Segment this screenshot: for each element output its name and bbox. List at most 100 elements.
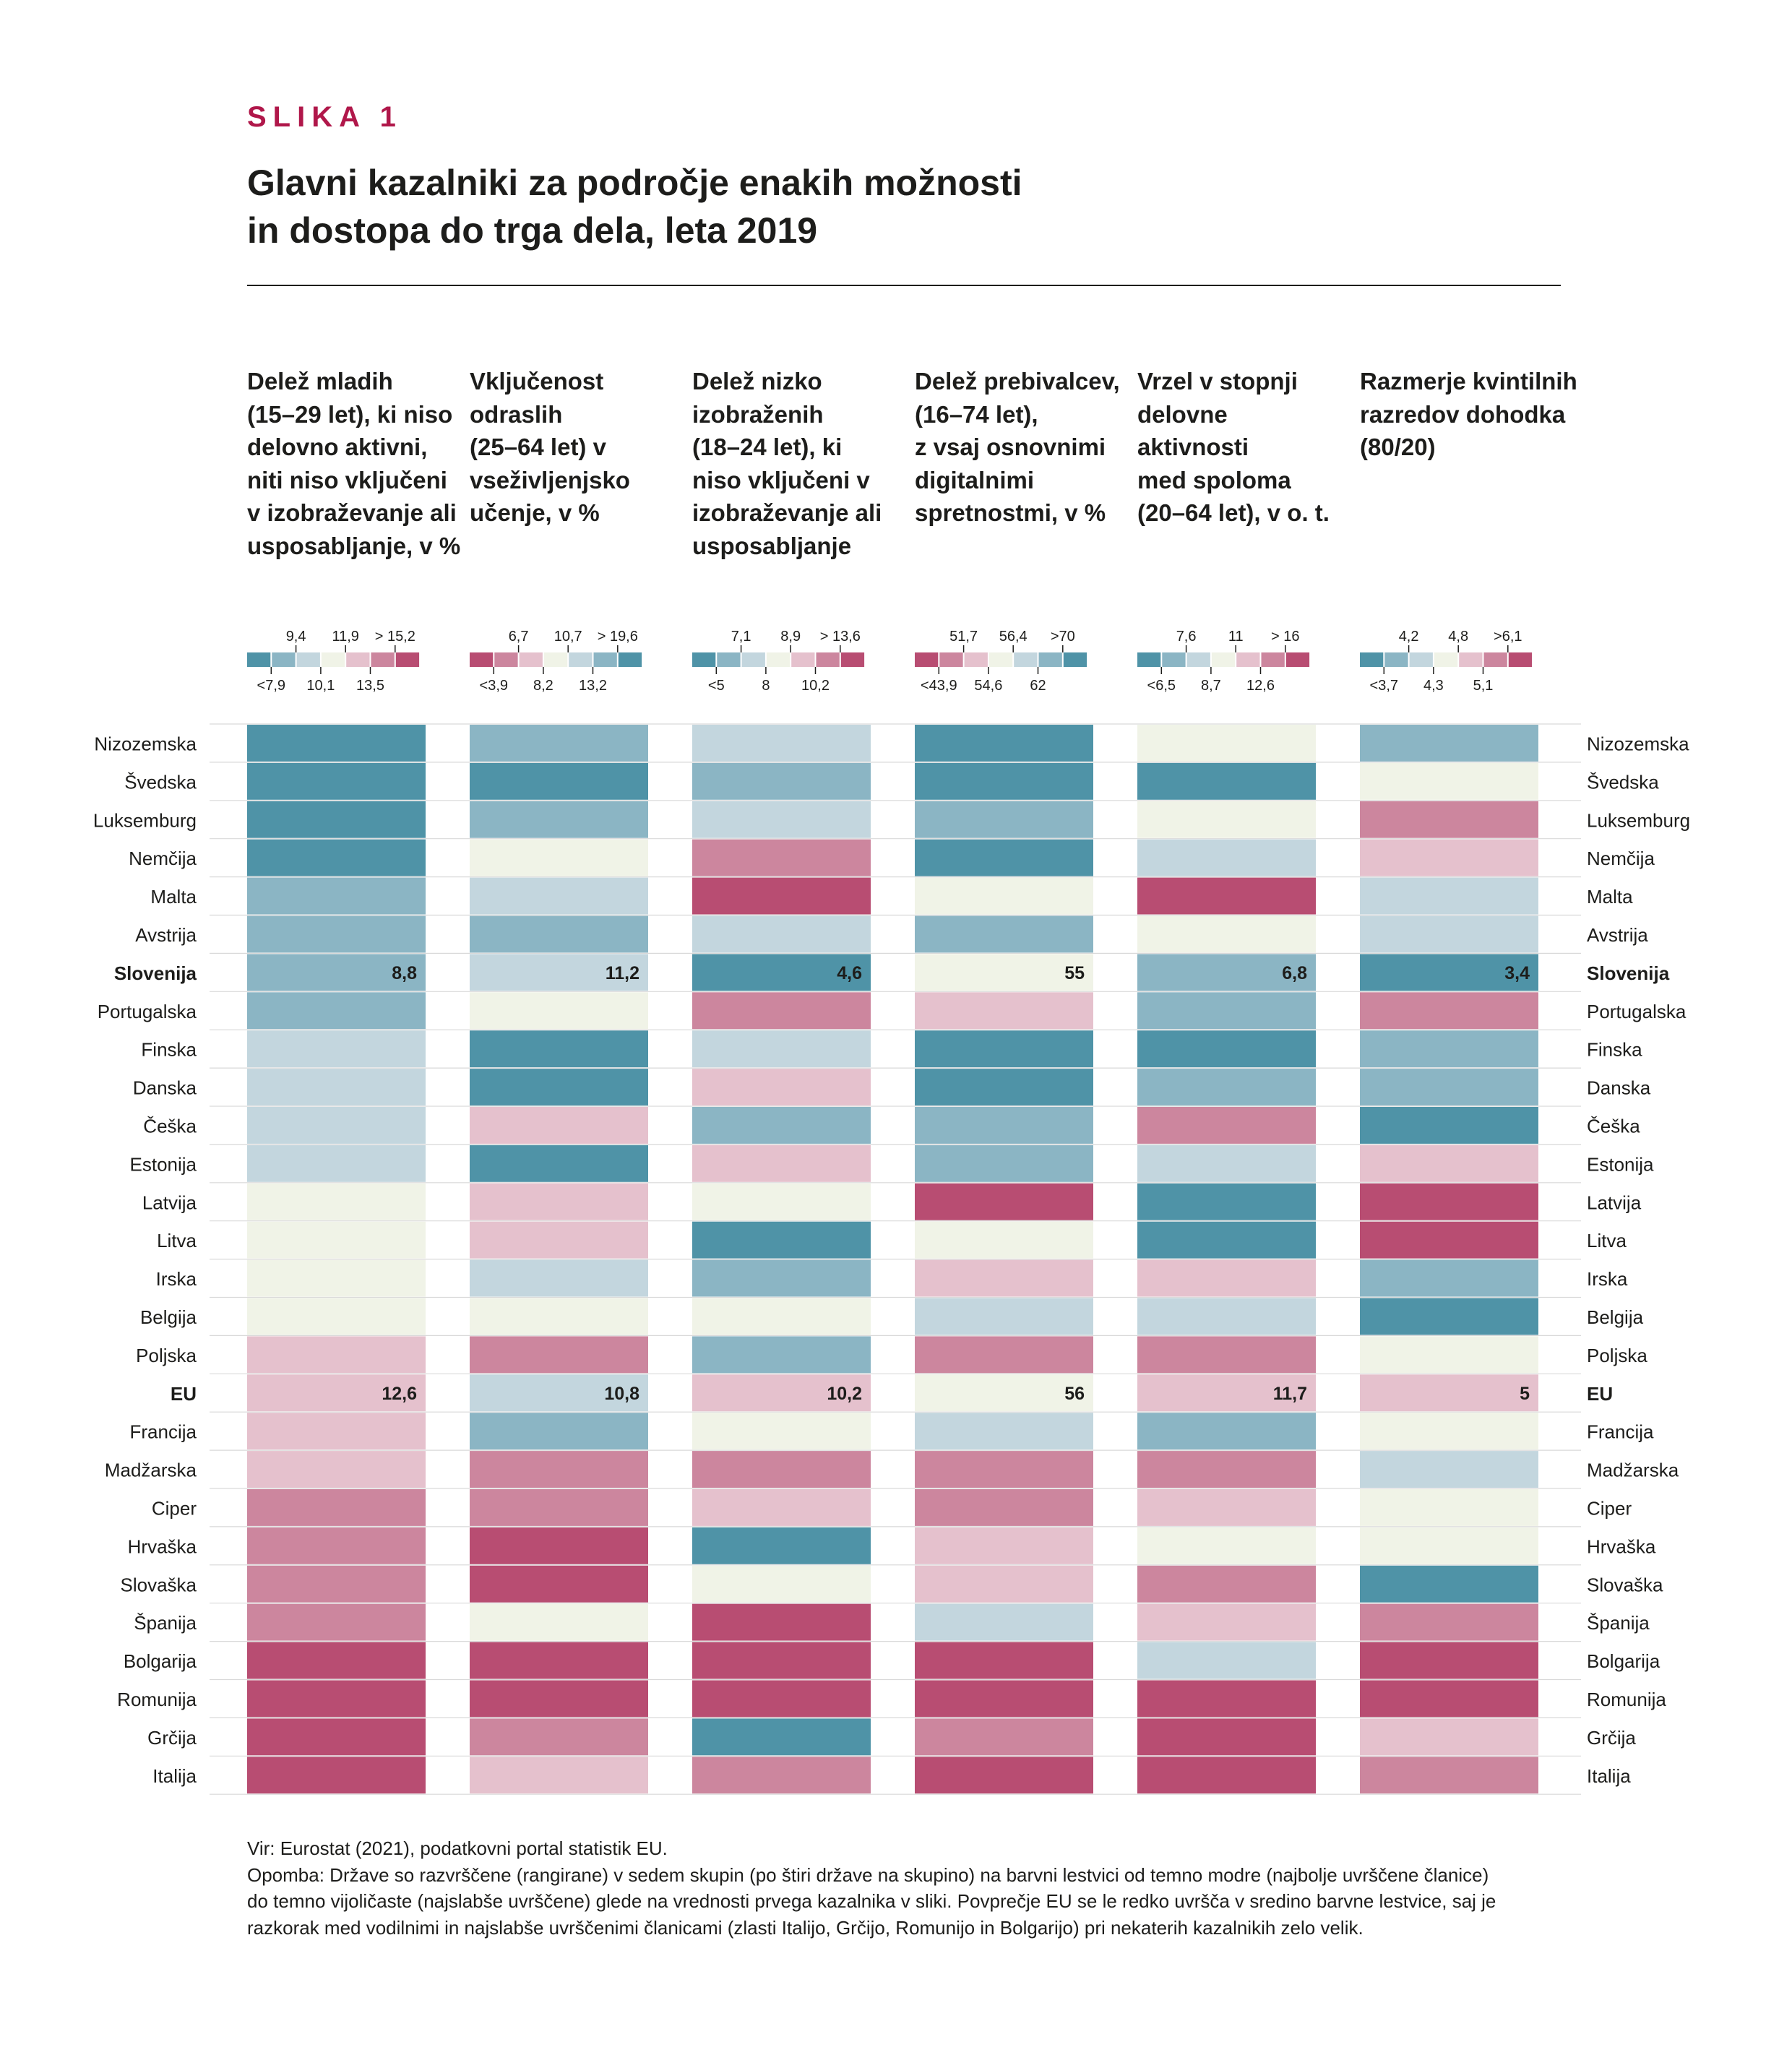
legend-swatch — [543, 652, 568, 667]
title-divider — [247, 285, 1561, 286]
legend-swatch — [964, 652, 988, 667]
heatmap-cell — [247, 1451, 426, 1488]
heatmap-cell — [247, 1107, 426, 1144]
cell-value-label: 55 — [1064, 963, 1085, 983]
indicator-title-line: Delež prebivalcev, — [915, 368, 1120, 395]
country-label-right: Hrvaška — [1587, 1535, 1656, 1557]
heatmap-cell — [692, 1565, 871, 1603]
legend-swatch — [1434, 652, 1458, 667]
indicator-title-line: vseživljenjsko — [470, 466, 630, 494]
heatmap-cell — [692, 1413, 871, 1450]
indicator-title-line: v izobraževanje ali — [247, 499, 457, 526]
heatmap-cell — [1137, 1259, 1316, 1297]
indicator-title: Vrzel v stopnji delovne aktivnosti med spol… — [1137, 365, 1347, 530]
heatmap-cell — [915, 1642, 1093, 1679]
legend-swatch — [272, 652, 296, 667]
legend-swatch — [915, 652, 939, 667]
country-label-left: Litva — [157, 1230, 197, 1251]
legend-top-label: 4,2 — [1399, 629, 1419, 645]
heatmap-cell — [915, 725, 1093, 762]
heatmap-cell — [692, 1451, 871, 1488]
heatmap-cell — [1360, 1413, 1538, 1450]
heatmap-cell — [692, 877, 871, 915]
heatmap-cell — [915, 1603, 1093, 1641]
heatmap-cell — [692, 1221, 871, 1259]
heatmap-cell — [1360, 1603, 1538, 1641]
heatmap-cell — [692, 1527, 871, 1564]
heatmap-cell — [915, 1489, 1093, 1526]
indicator-title-line: (15–29 let), ki niso — [247, 400, 453, 428]
heatmap-cell — [1137, 1718, 1316, 1756]
country-label-left: Finska — [141, 1039, 197, 1061]
country-label-right: Nemčija — [1587, 848, 1655, 869]
heatmap-cell — [470, 1489, 648, 1526]
heatmap-cell — [915, 1757, 1093, 1794]
heatmap-cell — [915, 877, 1093, 915]
heatmap-cell — [915, 1374, 1093, 1412]
heatmap-cell — [470, 839, 648, 876]
heatmap-cell — [915, 1298, 1093, 1335]
legend-bottom-label: 8 — [762, 678, 770, 694]
heatmap-cell — [692, 1069, 871, 1106]
heatmap-cell — [470, 1298, 648, 1335]
heatmap-cell — [470, 954, 648, 991]
indicator-title: Delež prebivalcev, (16–74 let), z vsaj osn… — [915, 365, 1124, 530]
legend-bottom-label: <3,9 — [480, 678, 508, 694]
heatmap-cell — [1360, 1680, 1538, 1718]
legend-swatch — [247, 652, 271, 667]
indicator-title: Delež mladih (15–29 let), ki niso delovno … — [247, 365, 461, 562]
country-label-right: Romunija — [1587, 1689, 1666, 1710]
country-label-right: Latvija — [1587, 1191, 1642, 1213]
heatmap-cell — [470, 1069, 648, 1106]
legend-top-label: 6,7 — [509, 629, 529, 645]
heatmap-cell — [247, 1145, 426, 1182]
indicator-title-line: usposabljanje, v % — [247, 532, 461, 559]
heatmap-cell — [915, 1183, 1093, 1220]
method-note-line: Opomba: Države so razvrščene (rangirane)… — [247, 1863, 1489, 1886]
heatmap-cell — [692, 954, 871, 991]
heatmap-cell — [470, 1680, 648, 1718]
heatmap-cell — [1137, 762, 1316, 800]
heatmap-cell — [1360, 1489, 1538, 1526]
heatmap-cell — [692, 1336, 871, 1374]
legend-bottom-label: 62 — [1030, 678, 1046, 694]
heatmap-cell — [247, 1757, 426, 1794]
heatmap-cell — [470, 1718, 648, 1756]
heatmap-cell — [1360, 1107, 1538, 1144]
cell-value-label: 5 — [1520, 1384, 1530, 1404]
legend-swatch — [593, 652, 617, 667]
heatmap-cell — [247, 1030, 426, 1068]
cell-value-label: 11,7 — [1273, 1384, 1307, 1404]
heatmap-cell — [1137, 1107, 1316, 1144]
legend-swatch — [371, 652, 395, 667]
heatmap-cell — [692, 1603, 871, 1641]
country-label-left: Hrvaška — [128, 1535, 197, 1557]
heatmap-cell — [1137, 801, 1316, 838]
indicator-title-line: (20–64 let), v o. t. — [1137, 499, 1330, 526]
indicator-title: Delež nizko izobraženih (18–24 let), ki nis… — [692, 365, 902, 562]
heatmap-cell — [915, 1030, 1093, 1068]
heatmap-cell — [247, 1374, 426, 1412]
indicator-title-line: Razmerje kvintilnih — [1360, 368, 1577, 395]
indicator-title-line: usposabljanje — [692, 532, 852, 559]
legend-swatch — [1285, 652, 1310, 667]
heatmap-cell — [1360, 915, 1538, 953]
legend-swatch — [1384, 652, 1408, 667]
heatmap-cell — [1360, 1527, 1538, 1564]
legend-bottom-label: 5,1 — [1473, 678, 1494, 694]
heatmap-cell — [915, 801, 1093, 838]
legend-bottom-label: <3,7 — [1370, 678, 1398, 694]
country-label-right: Slovenija — [1587, 962, 1670, 984]
legend-swatch — [1360, 652, 1384, 667]
country-label-right: Danska — [1587, 1077, 1651, 1099]
legend-swatch — [1236, 652, 1260, 667]
heatmap-cell — [692, 1030, 871, 1068]
heatmap-cell — [1360, 1757, 1538, 1794]
heatmap-cell — [915, 1145, 1093, 1182]
indicator-title-line: odraslih — [470, 400, 563, 428]
legend-swatch — [1137, 652, 1161, 667]
heatmap-cell — [1360, 1030, 1538, 1068]
heatmap-cell — [1137, 1757, 1316, 1794]
indicator-title-line: niti niso vključeni — [247, 466, 447, 494]
heatmap-cell — [915, 1413, 1093, 1450]
